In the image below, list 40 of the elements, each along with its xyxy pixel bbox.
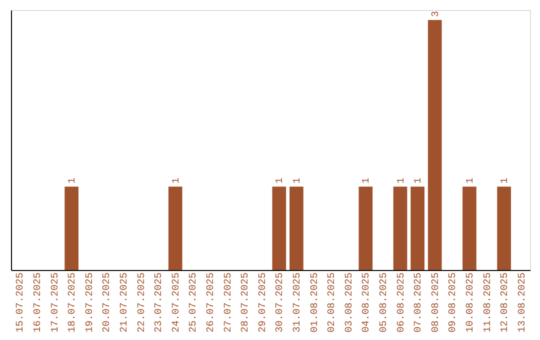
- data-label: 1: [171, 178, 182, 184]
- x-tick-label: 26.07.2025: [206, 272, 217, 333]
- x-tick-label: 13.08.2025: [517, 272, 528, 333]
- x-tick-label: 31.07.2025: [292, 272, 304, 333]
- x-tick-label: 29.07.2025: [258, 272, 269, 333]
- x-tick-label: 28.07.2025: [240, 272, 252, 333]
- data-label: 1: [292, 178, 304, 184]
- x-tick-label: 09.08.2025: [448, 272, 460, 333]
- x-tick-label: 22.07.2025: [136, 272, 148, 333]
- x-tick-label: 25.07.2025: [188, 272, 200, 333]
- x-tick-label: 19.07.2025: [84, 272, 96, 333]
- data-label: 1: [396, 178, 408, 184]
- data-label: 1: [362, 178, 373, 184]
- data-label: 1: [414, 178, 425, 184]
- x-tick-label: 01.08.2025: [310, 272, 321, 333]
- x-tick-label: 11.08.2025: [482, 272, 494, 333]
- x-tick-label: 02.08.2025: [327, 272, 338, 333]
- x-tick-label: 08.08.2025: [430, 272, 442, 333]
- data-label: 1: [465, 178, 476, 184]
- data-label: 1: [68, 178, 79, 184]
- x-tick-label: 23.07.2025: [154, 272, 166, 333]
- x-tick-label: 15.07.2025: [16, 272, 27, 333]
- x-tick-label: 17.07.2025: [50, 272, 62, 333]
- x-tick-label: 04.08.2025: [362, 272, 373, 333]
- x-tick-label: 05.08.2025: [378, 272, 390, 333]
- x-tick-label: 16.07.2025: [32, 272, 44, 333]
- x-tick-label: 30.07.2025: [275, 272, 286, 333]
- x-tick-label: 03.08.2025: [344, 272, 356, 333]
- data-label: 1: [275, 178, 286, 184]
- x-tick-label: 27.07.2025: [223, 272, 234, 333]
- x-tick-label: 10.08.2025: [465, 272, 476, 333]
- x-tick-label: 06.08.2025: [396, 272, 408, 333]
- x-tick-label: 20.07.2025: [102, 272, 114, 333]
- data-label: 1: [500, 178, 512, 184]
- x-tick-label: 24.07.2025: [171, 272, 182, 333]
- x-tick-label: 18.07.2025: [68, 272, 79, 333]
- x-tick-label: 12.08.2025: [500, 272, 512, 333]
- x-tick-label: 21.07.2025: [119, 272, 130, 333]
- x-tick-label: 07.08.2025: [414, 272, 425, 333]
- data-label: 3: [430, 10, 442, 17]
